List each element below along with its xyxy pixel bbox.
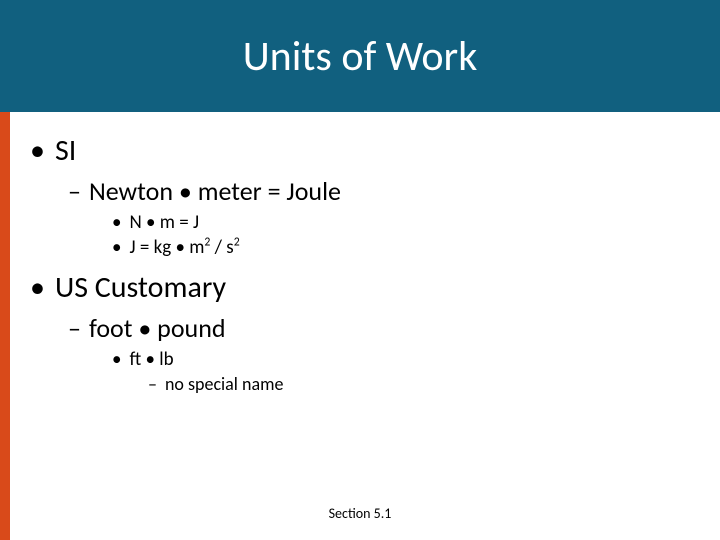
text-us: US Customary [55,269,226,306]
bullet-si: • SI [30,132,690,169]
dash-icon: – [68,175,81,207]
text-si-eq1: N • m = J [129,211,199,234]
bullet-us-sub: –foot • pound [68,312,690,344]
text-si-eq2-sup2: 2 [234,236,240,250]
dot-icon: • [30,132,45,169]
slide: Units of Work •SI –Newton • meter = Joul… [0,0,720,540]
slide-title: Units of Work [243,31,478,82]
bullet-us: • US Customary [30,269,690,306]
dot-icon: • [30,269,45,306]
content-area: •SI –Newton • meter = Joule •N • m = J •… [30,132,690,397]
dot-icon: • [112,348,121,371]
text-si-eq2-pre: J = kg • m [129,236,204,259]
slide-footer: Section 5.1 [0,505,720,522]
dash-icon: – [68,312,81,344]
title-band: Units of Work [0,0,720,112]
text-us-note: no special name [165,373,283,395]
dash-icon: – [148,373,157,395]
bullet-us-note: –no special name [148,373,690,395]
bullet-si-eq2: •J = kg • m2 / s2 [112,236,690,259]
text-us-sub: foot • pound [89,312,226,344]
text-si-eq2-mid: / s [210,236,233,259]
accent-bar [0,112,10,540]
bullet-si-sub: –Newton • meter = Joule [68,175,690,207]
text-us-eq: ft • lb [129,348,173,371]
text-si-sub: Newton • meter = Joule [89,175,341,207]
dot-icon: • [112,211,121,234]
bullet-si-eq1: • N • m = J [112,211,690,234]
text-si: SI [55,132,76,169]
dot-icon: • [112,236,121,259]
bullet-us-eq: • ft • lb [112,348,690,371]
